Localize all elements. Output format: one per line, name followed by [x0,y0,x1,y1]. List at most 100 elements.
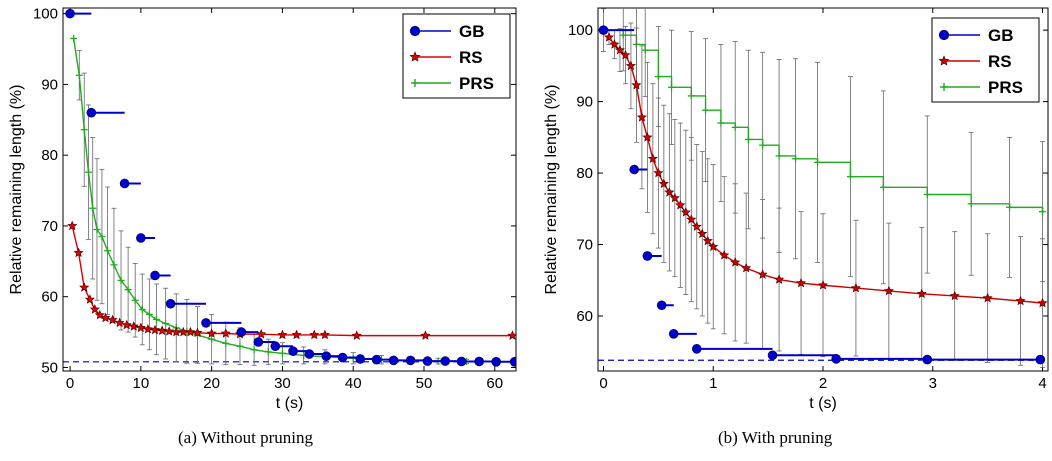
data-point [121,319,132,330]
x-tick-label: 20 [203,375,220,392]
data-point [250,346,258,354]
data-point [291,329,302,340]
y-tick-label: 80 [576,165,593,182]
data-point [775,152,783,160]
data-point [371,354,382,365]
y-tick-label: 100 [568,22,593,39]
data-point [93,225,101,233]
data-point [691,344,702,354]
data-point [321,351,332,361]
x-tick-label: 50 [416,375,433,392]
y-tick-label: 70 [41,218,58,235]
data-point [774,274,785,284]
data-point [84,168,92,176]
data-point [967,200,975,208]
data-point [86,107,97,118]
data-point [614,44,625,55]
data-point [124,286,132,294]
data-point [731,123,739,131]
data-point [719,249,730,260]
legend: GB RS PRS [402,13,511,99]
legend-entry-gb: GB [409,22,485,41]
data-point [598,25,609,35]
plot-area [63,8,516,367]
data-point [206,328,217,338]
data-point [691,221,702,231]
series-GB [65,8,516,367]
legend-entry-prs: PRS [411,74,494,93]
data-point [620,49,631,60]
data-point [668,329,679,339]
chart-0: 0 10 20 30 40 50 60 50 60 70 80 90 100 t (s) Relative … [8,6,517,412]
data-point [625,60,636,71]
data-point [253,337,264,347]
data-point [982,292,993,303]
x-tick-label: 30 [274,375,291,392]
data-point [1015,295,1026,306]
data-point [185,326,196,337]
data-point [319,329,330,340]
data-point [236,342,244,350]
data-point [609,39,620,49]
data-point [687,92,695,100]
data-point [80,126,88,134]
data-point [236,327,247,337]
x-tick-label: 4 [1038,375,1046,392]
x-tick-label: 60 [486,375,503,392]
y-tick-label: 80 [41,147,58,164]
data-point [831,354,841,364]
data-point [883,285,894,296]
series-RS [67,220,516,340]
data-point [73,247,84,258]
data-point [491,357,501,367]
data-point [409,51,421,62]
caption-a: (a) Without pruning [178,428,313,447]
series-line [71,225,513,337]
data-point [119,178,130,189]
data-point [157,325,168,335]
data-point [702,235,713,246]
data-point [142,323,153,334]
data-point [201,318,211,328]
data-point [79,282,90,292]
data-point [922,354,933,365]
legend-label: PRS [988,78,1023,97]
legend-entry-prs: PRS [940,78,1023,97]
data-point [98,233,106,241]
data-point [938,55,950,66]
data-point [135,322,146,333]
data-point [603,32,615,42]
data-point [208,335,216,343]
data-point [152,315,160,323]
legend-entry-rs: RS [409,48,483,67]
y-tick-label: 90 [576,94,593,111]
plot-frame [62,7,517,372]
data-point [744,135,752,143]
data-point [420,330,431,340]
data-point [220,328,231,338]
data-point [131,296,139,304]
y-axis-label: Relative remaining length (%) [8,85,25,295]
legend-label: GB [988,26,1014,45]
data-point [654,73,662,81]
data-point [675,199,686,210]
data-point [145,310,153,318]
data-point [757,269,768,279]
data-point [136,233,146,243]
y-tick-label: 50 [41,359,58,376]
data-point [509,357,516,367]
data-point [114,317,125,328]
data-point [422,356,433,366]
data-point [110,261,118,269]
legend-box [931,17,1040,103]
chart-1: 0 1 2 3 4 60 70 80 90 100 t (s) Relative remaining … [543,7,1049,412]
data-point [916,288,927,299]
data-point [89,304,100,314]
data-point [642,132,653,142]
legend-marker [409,25,421,37]
data-point [100,312,111,323]
data-point [708,241,719,251]
data-point [84,294,95,304]
data-point [664,187,675,197]
